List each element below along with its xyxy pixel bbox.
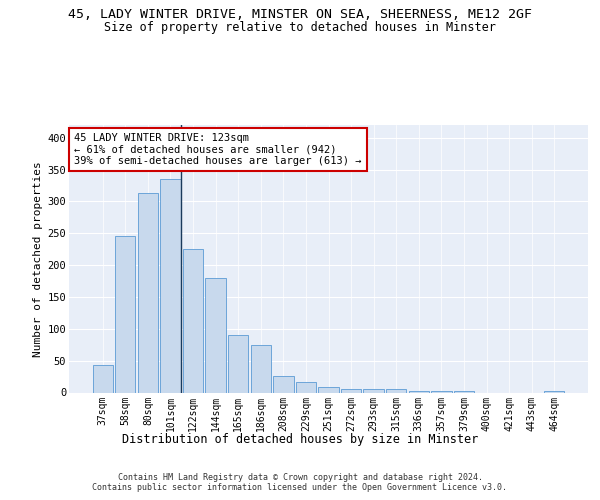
Bar <box>319 387 338 392</box>
Bar <box>138 193 158 392</box>
Bar <box>92 365 113 392</box>
Bar <box>183 249 203 392</box>
Bar <box>160 179 181 392</box>
Bar <box>115 236 136 392</box>
Bar <box>341 390 361 392</box>
Text: Contains HM Land Registry data © Crown copyright and database right 2024.
Contai: Contains HM Land Registry data © Crown c… <box>92 472 508 492</box>
Text: 45, LADY WINTER DRIVE, MINSTER ON SEA, SHEERNESS, ME12 2GF: 45, LADY WINTER DRIVE, MINSTER ON SEA, S… <box>68 8 532 20</box>
Bar <box>296 382 316 392</box>
Text: 45 LADY WINTER DRIVE: 123sqm
← 61% of detached houses are smaller (942)
39% of s: 45 LADY WINTER DRIVE: 123sqm ← 61% of de… <box>74 133 362 166</box>
Bar <box>273 376 293 392</box>
Bar <box>454 391 474 392</box>
Text: Size of property relative to detached houses in Minster: Size of property relative to detached ho… <box>104 21 496 34</box>
Bar <box>205 278 226 392</box>
Bar <box>228 335 248 392</box>
Bar <box>409 390 429 392</box>
Bar <box>386 390 406 392</box>
Bar <box>431 391 452 392</box>
Bar <box>364 390 384 392</box>
Text: Distribution of detached houses by size in Minster: Distribution of detached houses by size … <box>122 432 478 446</box>
Bar <box>251 344 271 393</box>
Y-axis label: Number of detached properties: Number of detached properties <box>34 161 43 356</box>
Bar <box>544 390 565 392</box>
